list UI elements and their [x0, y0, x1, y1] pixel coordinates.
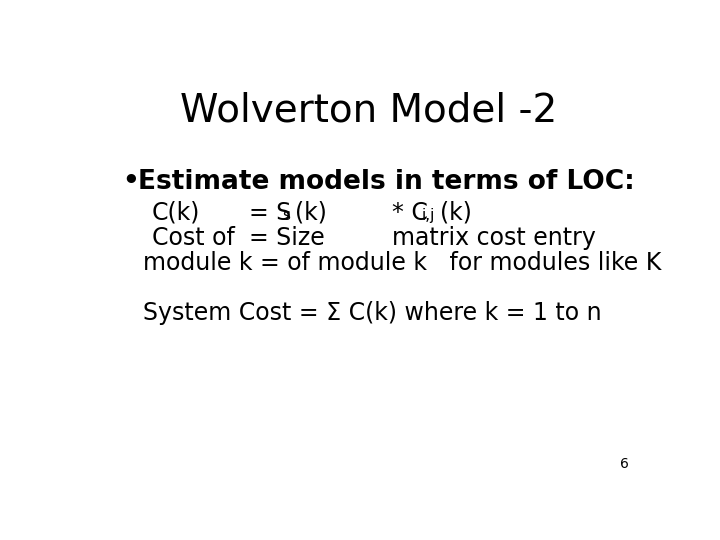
Text: matrix cost entry: matrix cost entry: [392, 226, 596, 250]
Text: Estimate models in terms of LOC:: Estimate models in terms of LOC:: [138, 169, 635, 195]
Text: Wolverton Model -2: Wolverton Model -2: [181, 92, 557, 130]
Text: module k = of module k   for modules like K: module k = of module k for modules like …: [143, 252, 661, 275]
Text: = S: = S: [249, 201, 291, 225]
Text: s: s: [282, 208, 290, 223]
Text: = Size: = Size: [249, 226, 325, 250]
Text: •: •: [122, 169, 139, 195]
Text: Cost of: Cost of: [152, 226, 235, 250]
Text: (k): (k): [441, 201, 472, 225]
Text: i,j: i,j: [422, 208, 435, 223]
Text: (k): (k): [295, 201, 328, 225]
Text: * C: * C: [392, 201, 428, 225]
Text: 6: 6: [620, 457, 629, 471]
Text: System Cost = Σ C(k) where k = 1 to n: System Cost = Σ C(k) where k = 1 to n: [143, 301, 601, 325]
Text: C(k): C(k): [152, 201, 200, 225]
